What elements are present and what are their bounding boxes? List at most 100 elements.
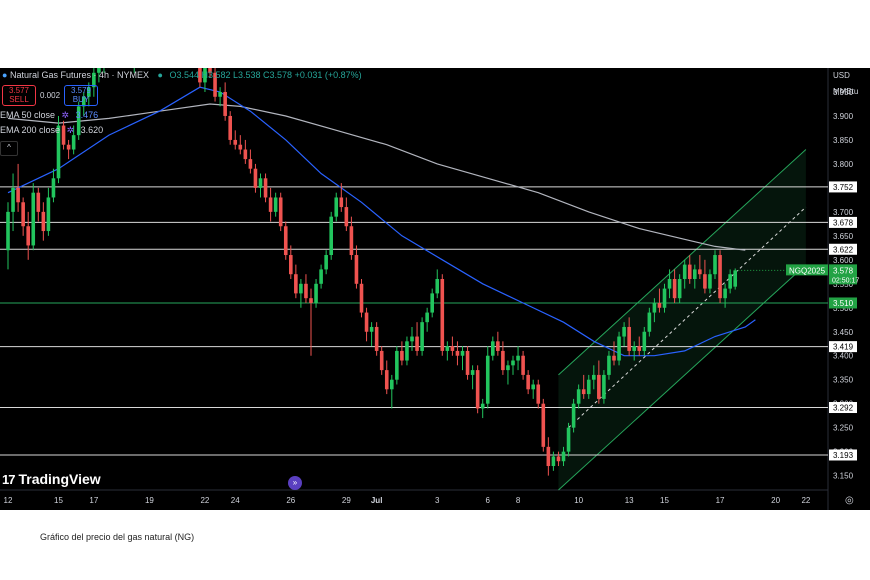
symbol-header: ● Natural Gas Futures · 4h · NYMEX ● O3.… bbox=[2, 70, 362, 80]
chart-settings-icon[interactable]: ◎ bbox=[845, 495, 854, 506]
candle-body bbox=[592, 374, 596, 380]
status-dot-icon: ● bbox=[157, 70, 163, 80]
level-tag-bg bbox=[829, 243, 857, 255]
currency-label[interactable]: USD bbox=[833, 71, 850, 80]
candle-body bbox=[258, 178, 263, 188]
y-tick-label: 3.850 bbox=[833, 136, 854, 145]
y-tick-label: 3.950 bbox=[833, 88, 854, 97]
candle-body bbox=[546, 446, 551, 467]
countdown-label: 02:50:17 bbox=[832, 277, 859, 284]
unit-label[interactable]: MMBtu bbox=[833, 87, 859, 96]
ema50-settings-icon[interactable]: ✲ bbox=[61, 110, 70, 120]
candle-body bbox=[586, 379, 591, 395]
candle-body bbox=[420, 322, 424, 351]
candle-body bbox=[642, 331, 647, 351]
candle-body bbox=[369, 326, 374, 332]
candle-body bbox=[647, 312, 652, 332]
candle-body bbox=[622, 326, 626, 337]
candle-body bbox=[233, 139, 238, 145]
candle-body bbox=[31, 192, 36, 246]
x-tick-label: 26 bbox=[286, 496, 295, 505]
x-tick-label: 8 bbox=[516, 496, 521, 505]
candle-body bbox=[349, 226, 354, 256]
candle-body bbox=[687, 264, 692, 279]
candle-body bbox=[309, 298, 313, 303]
buy-label: BUY bbox=[72, 95, 90, 104]
candle-body bbox=[46, 197, 51, 232]
candle-body bbox=[551, 456, 556, 467]
candle-body bbox=[485, 355, 490, 404]
collapse-legend-icon[interactable]: ^ bbox=[0, 141, 18, 156]
sell-price: 3.577 bbox=[8, 86, 30, 95]
price-chart[interactable]: 3.9503.9003.8503.8003.7503.7003.6503.600… bbox=[0, 68, 870, 510]
candle-body bbox=[273, 197, 278, 212]
level-tag-bg bbox=[829, 181, 857, 193]
tradingview-logo: 17 TradingView bbox=[2, 471, 101, 487]
ema200-settings-icon[interactable]: ✲ bbox=[66, 125, 75, 135]
candle-body bbox=[81, 96, 86, 107]
x-tick-label: 22 bbox=[801, 496, 810, 505]
channel-fill bbox=[558, 149, 806, 490]
candle-body bbox=[203, 68, 207, 83]
candle-body bbox=[708, 274, 712, 289]
level-tag-label: 3.752 bbox=[833, 183, 854, 192]
candle-body bbox=[501, 350, 505, 371]
candle-body bbox=[612, 355, 616, 361]
candle-body bbox=[253, 168, 258, 188]
candle-body bbox=[566, 427, 571, 452]
y-tick-label: 3.650 bbox=[833, 232, 854, 241]
candle-body bbox=[728, 274, 732, 289]
candle-body bbox=[480, 403, 485, 409]
y-tick-label: 3.900 bbox=[833, 112, 854, 121]
candle-body bbox=[400, 350, 404, 361]
candle-body bbox=[354, 255, 359, 284]
ema200-legend[interactable]: EMA 200 close ✲ 3.620 bbox=[0, 125, 103, 136]
x-tick-label: 10 bbox=[574, 496, 583, 505]
level-tag-label: 3.622 bbox=[833, 245, 854, 254]
ema200-line bbox=[7, 103, 746, 251]
candle-body bbox=[97, 68, 101, 73]
channel-middle-line bbox=[568, 206, 807, 429]
candle-body bbox=[56, 125, 61, 179]
x-tick-label: 15 bbox=[54, 496, 63, 505]
candle-body bbox=[223, 91, 227, 116]
candle-body bbox=[556, 456, 561, 462]
sell-label: SELL bbox=[9, 95, 29, 104]
chart-frame[interactable]: 3.9503.9003.8503.8003.7503.7003.6503.600… bbox=[0, 68, 870, 510]
x-tick-label: 15 bbox=[660, 496, 669, 505]
current-price-label: 3.578 bbox=[833, 266, 854, 275]
candle-body bbox=[379, 350, 384, 371]
y-tick-label: 3.150 bbox=[833, 472, 854, 481]
candle-body bbox=[359, 283, 364, 313]
candle-body bbox=[289, 255, 293, 275]
x-tick-label: 17 bbox=[89, 496, 98, 505]
x-tick-label: 6 bbox=[486, 496, 491, 505]
candle-body bbox=[455, 350, 460, 356]
candle-body bbox=[602, 374, 606, 399]
candle-body bbox=[36, 192, 41, 212]
x-tick-label: 29 bbox=[342, 496, 351, 505]
x-tick-label: 24 bbox=[231, 496, 240, 505]
x-tick-label: 17 bbox=[716, 496, 725, 505]
candle-body bbox=[218, 91, 222, 97]
ema50-value: 3.476 bbox=[75, 110, 99, 120]
candle-body bbox=[607, 355, 611, 375]
buy-button[interactable]: 3.579 BUY bbox=[64, 85, 98, 106]
x-tick-label: 12 bbox=[4, 496, 13, 505]
candle-body bbox=[571, 403, 576, 428]
candle-body bbox=[198, 68, 202, 83]
candle-body bbox=[516, 355, 520, 361]
candle-body bbox=[76, 106, 81, 136]
candle-body bbox=[470, 370, 475, 375]
ema50-legend[interactable]: EMA 50 close ✲ 3.476 bbox=[0, 110, 98, 121]
level-tag-bg bbox=[829, 402, 857, 414]
candle-body bbox=[576, 389, 581, 404]
candle-body bbox=[597, 374, 601, 399]
candle-body bbox=[657, 302, 662, 308]
brand-name: TradingView bbox=[18, 471, 101, 487]
candle-body bbox=[41, 211, 46, 232]
scroll-to-latest-icon[interactable]: » bbox=[288, 476, 302, 490]
sell-button[interactable]: 3.577 SELL bbox=[2, 85, 36, 106]
candle-body bbox=[662, 288, 667, 308]
candle-body bbox=[304, 283, 308, 299]
